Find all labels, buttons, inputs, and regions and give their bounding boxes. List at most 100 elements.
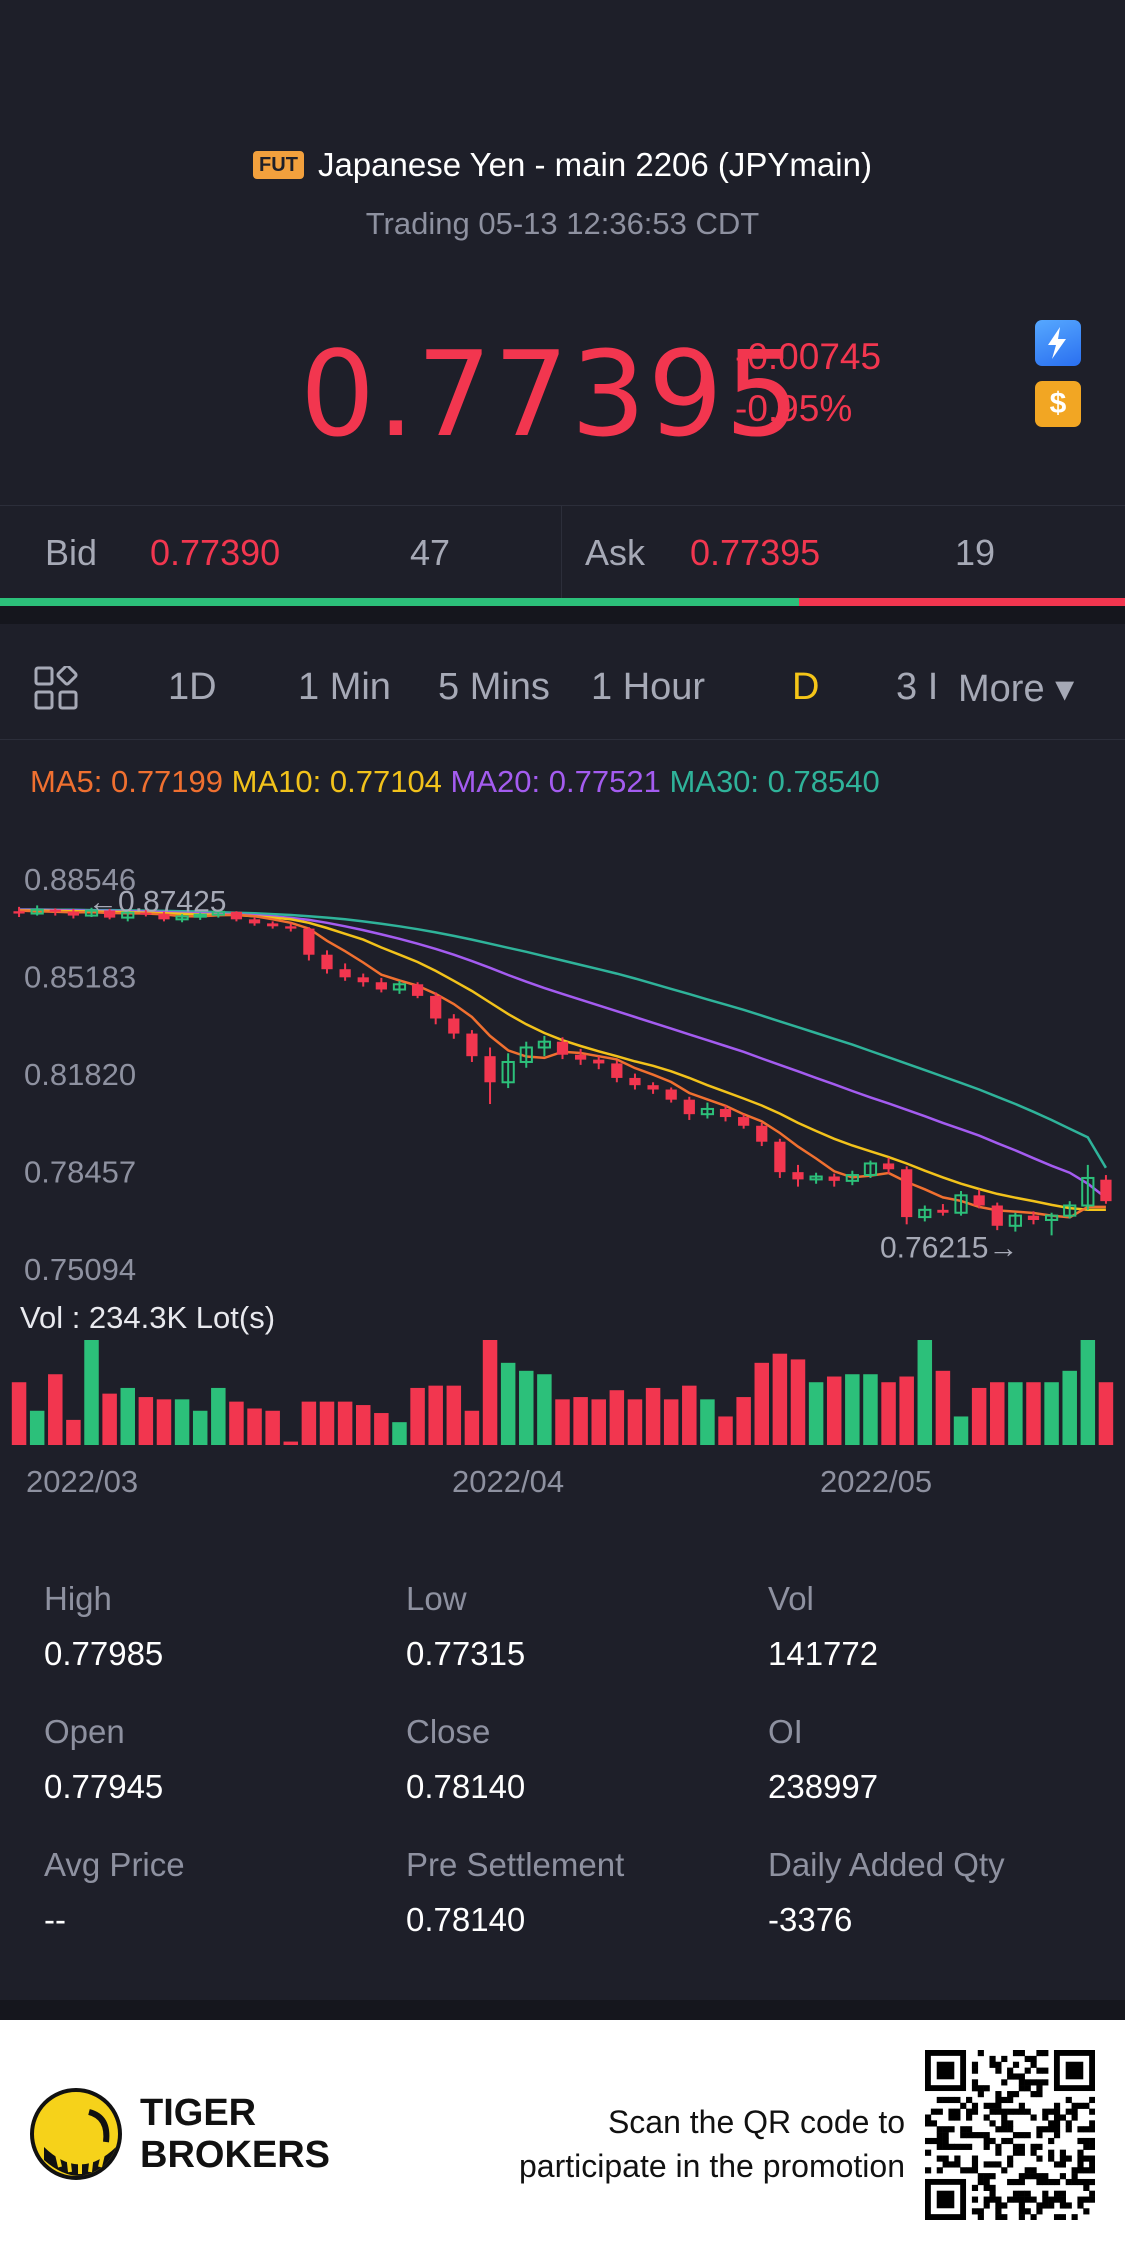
- candle: [973, 1189, 985, 1209]
- volume-bar: [1008, 1382, 1023, 1445]
- bid-quantity: 47: [410, 532, 451, 573]
- volume-bar: [790, 1359, 806, 1445]
- price-change-percent: -0.95%: [735, 388, 853, 429]
- candle-body: [357, 977, 369, 983]
- volume-bar: [990, 1382, 1005, 1445]
- candle: [285, 923, 297, 932]
- volume-bar: [663, 1399, 679, 1445]
- dollar-icon[interactable]: $: [1035, 381, 1081, 427]
- tab-5-mins[interactable]: 5 Mins: [438, 666, 550, 708]
- candle-body: [13, 911, 25, 914]
- stat-value-low: 0.77315: [406, 1635, 526, 1672]
- candle-body: [918, 1208, 932, 1219]
- volume-bar: [718, 1416, 733, 1445]
- candle: [230, 911, 243, 922]
- volume-bar: [138, 1397, 154, 1445]
- ask-price[interactable]: 0.77395: [690, 532, 821, 573]
- futures-badge: FUT: [253, 151, 304, 179]
- candle-body: [647, 1085, 659, 1090]
- candle: [448, 1014, 460, 1039]
- stat-value-avg-price: --: [44, 1901, 66, 1938]
- candle: [1008, 1212, 1022, 1232]
- candle-body: [430, 995, 442, 1019]
- candlestick-chart[interactable]: 0.88546 0.85183 0.81820 0.78457 0.75094 ←0.8…: [0, 840, 1125, 1290]
- candle-body: [901, 1169, 913, 1218]
- candle-body: [665, 1089, 677, 1100]
- stat-label-close: Close: [406, 1713, 491, 1750]
- ma10-value: MA10: 0.77104: [231, 764, 442, 799]
- tab-1-min[interactable]: 1 Min: [298, 666, 391, 708]
- candle: [175, 914, 189, 923]
- candle: [556, 1037, 569, 1060]
- candle: [593, 1056, 605, 1070]
- flash-icon[interactable]: [1035, 320, 1081, 366]
- candle-body: [321, 954, 333, 970]
- candle-body: [158, 914, 170, 920]
- date-tick-label: 2022/04: [452, 1464, 564, 1499]
- moving-average-lines: [19, 908, 1107, 1219]
- date-axis: 2022/03 2022/04 2022/05: [26, 1464, 932, 1499]
- tab-1d[interactable]: 1D: [168, 666, 217, 708]
- max-price-marker: ←0.87425: [88, 886, 226, 919]
- stat-value-close: 0.78140: [406, 1768, 526, 1805]
- stat-label-oi: OI: [768, 1713, 803, 1750]
- candle: [392, 980, 407, 994]
- tab-daily[interactable]: D: [792, 666, 820, 708]
- volume-bar: [29, 1410, 45, 1445]
- ask-quantity: 19: [955, 532, 996, 573]
- candle: [67, 908, 80, 919]
- promo-line-2: participate in the promotion: [519, 2148, 905, 2184]
- stat-label-high: High: [44, 1580, 112, 1617]
- volume-bar: [410, 1387, 425, 1445]
- candle-body: [121, 911, 135, 919]
- candle-body: [211, 910, 225, 916]
- volume-bar: [917, 1340, 933, 1445]
- candle-body: [1008, 1214, 1022, 1227]
- footer-divider: [0, 2000, 1125, 2020]
- volume-bar: [736, 1397, 751, 1445]
- candle-body: [303, 928, 315, 955]
- stat-label-pre-settlement: Pre Settlement: [406, 1846, 625, 1883]
- price-change: -0.00745: [735, 336, 882, 377]
- candle: [611, 1060, 623, 1083]
- candle-body: [700, 1107, 715, 1116]
- candle: [501, 1053, 515, 1089]
- volume-bar: [899, 1376, 914, 1445]
- tab-3-i[interactable]: 3 I: [896, 666, 939, 708]
- ma30-line: [19, 908, 1107, 1169]
- candle-body: [411, 984, 424, 996]
- stats-panel: High 0.77985 Low 0.77315 Vol 141772 Open 0.7794…: [0, 1530, 1125, 2000]
- price-tick-label: 0.75094: [24, 1252, 136, 1287]
- more-dropdown[interactable]: More ▾: [958, 668, 1075, 710]
- volume-bar: [935, 1370, 951, 1445]
- grid-menu-icon[interactable]: [34, 666, 78, 710]
- candle: [901, 1166, 913, 1225]
- candles: [13, 905, 1112, 1236]
- bid-price[interactable]: 0.77390: [150, 532, 281, 573]
- tiger-logo-icon: [30, 2088, 122, 2180]
- volume-bar: [283, 1441, 299, 1445]
- stat-value-pre-settlement: 0.78140: [406, 1901, 526, 1938]
- price-tick-label: 0.78457: [24, 1155, 136, 1190]
- volume-chart[interactable]: 2022/03 2022/04 2022/05: [0, 1340, 1125, 1500]
- candle-body: [267, 923, 279, 927]
- candle: [1027, 1211, 1040, 1225]
- bid-label: Bid: [45, 532, 98, 573]
- volume-bar: [319, 1401, 335, 1445]
- candle: [193, 912, 207, 920]
- candle: [484, 1047, 496, 1105]
- candle: [756, 1122, 768, 1147]
- brand-line-2: BROKERS: [140, 2134, 331, 2176]
- volume-bar: [66, 1419, 81, 1445]
- brand-line-1: TIGER: [140, 2092, 257, 2134]
- tab-1-hour[interactable]: 1 Hour: [591, 666, 706, 708]
- volume-bar: [1062, 1370, 1077, 1445]
- volume-bar: [1098, 1382, 1114, 1445]
- volume-bar: [881, 1382, 896, 1445]
- stat-label-vol: Vol: [768, 1580, 814, 1617]
- qr-code-icon[interactable]: [925, 2050, 1095, 2220]
- volume-bar: [337, 1401, 353, 1445]
- volume-bar: [247, 1408, 262, 1445]
- bid-ratio-bar: [0, 598, 799, 606]
- candle: [303, 927, 315, 961]
